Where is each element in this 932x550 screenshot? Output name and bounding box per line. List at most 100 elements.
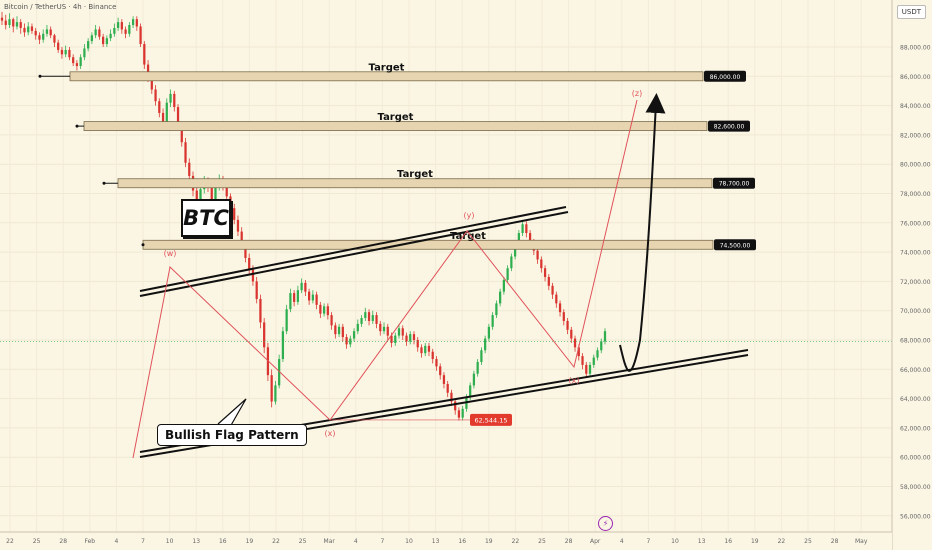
time-tick-label: 4 (620, 538, 624, 545)
candle-body (570, 329, 573, 339)
candle-body (4, 20, 7, 26)
candle-body (75, 63, 79, 67)
candle-body (154, 89, 157, 102)
candle-body (562, 312, 565, 321)
bullish-flag-label: Bullish Flag Pattern (157, 424, 307, 446)
candle-body (326, 306, 329, 316)
time-tick-label: 7 (380, 538, 384, 545)
candle-body (540, 259, 543, 269)
candle-body (461, 408, 464, 418)
candle-body (356, 323, 359, 332)
candle-body (27, 26, 30, 33)
candle-body (412, 334, 416, 340)
candle-body (120, 22, 123, 30)
candle-body (491, 315, 494, 327)
channel-line (139, 206, 567, 292)
candle-body (128, 25, 131, 34)
candle-body (259, 298, 262, 323)
candle-body (307, 291, 311, 301)
time-tick-label: 22 (512, 538, 520, 545)
time-tick-label: 28 (59, 538, 67, 545)
wave-path (132, 99, 638, 459)
candle-body (547, 277, 550, 286)
candle-body (431, 351, 434, 360)
time-tick-label: 13 (698, 538, 706, 545)
time-tick-label: 25 (33, 538, 41, 545)
candle-body (454, 401, 457, 411)
target-label: Target (397, 169, 433, 180)
time-tick-label: May (855, 538, 868, 545)
candle-body (555, 294, 558, 304)
price-tick-label: 74,000.00 (900, 250, 931, 257)
wave-label: (w) (164, 249, 177, 258)
candle-body (416, 340, 419, 348)
candle-body (300, 282, 303, 291)
symbol-header: Bitcoin / TetherUS · 4h · Binance (4, 3, 117, 11)
candle-body (499, 291, 502, 304)
candle-body (23, 27, 26, 33)
candle-body (446, 383, 449, 393)
candle-body (248, 257, 251, 270)
candle-body (424, 345, 427, 354)
time-tick-label: 25 (538, 538, 546, 545)
price-tick-label: 72,000.00 (900, 279, 931, 286)
time-tick-label: 19 (485, 538, 493, 545)
candle-body (367, 312, 371, 321)
candle-body (296, 290, 300, 302)
target-label: Target (378, 112, 414, 123)
time-tick-label: 4 (114, 538, 118, 545)
candle-body (236, 219, 240, 232)
candle-body (472, 373, 476, 386)
candle-body (53, 35, 56, 43)
time-tick-label: 19 (246, 538, 254, 545)
price-tick-label: 60,000.00 (900, 455, 931, 462)
candle-body (337, 326, 341, 335)
price-axis[interactable]: 88,000.00 86,000.00 84,000.00 82,000.00 80,0… (891, 0, 932, 550)
price-tick-label: 80,000.00 (900, 162, 931, 169)
candle-body (169, 93, 172, 103)
candle-body (600, 341, 603, 351)
time-tick-label: 16 (724, 538, 732, 545)
wave-label: (x) (569, 376, 580, 385)
candle-body (502, 279, 505, 292)
time-tick-label: 10 (166, 538, 174, 545)
candle-body (420, 347, 423, 354)
wave-label: (z) (632, 89, 642, 98)
lightning-icon[interactable]: ⚡ (598, 516, 613, 531)
candle-body (360, 318, 363, 324)
time-axis[interactable]: 22 25 28 Feb 4 7 10 13 16 19 22 25 Mar 4 7 10 13 16 19 22 25… (0, 531, 892, 550)
candle-body (371, 315, 374, 321)
time-tick-label: 28 (565, 538, 573, 545)
target-pointer-dot (141, 243, 145, 247)
candle-body (34, 30, 37, 36)
candle-body (405, 335, 408, 342)
candle-body (311, 294, 314, 301)
candle-body (184, 142, 187, 163)
price-axis-bg (892, 0, 932, 550)
candle-body (577, 347, 580, 357)
currency-button[interactable]: USDT (896, 5, 926, 19)
candle-body (330, 315, 333, 326)
candle-body (487, 326, 491, 339)
candle-body (457, 410, 461, 418)
target-label: Target (369, 62, 405, 73)
candle-body (521, 224, 524, 234)
candle-body (214, 186, 217, 200)
time-tick-label: 7 (141, 538, 145, 545)
target-pointer-dot (75, 124, 79, 128)
candle-body (113, 27, 116, 34)
candle-body (506, 268, 509, 280)
candle-body (495, 303, 498, 316)
price-tick-label: 86,000.00 (900, 74, 931, 81)
candle-body (341, 326, 344, 338)
candle-body (510, 256, 513, 269)
time-tick-label: 4 (354, 538, 358, 545)
candle-body (143, 44, 146, 65)
candle-body (386, 326, 389, 336)
candle-body (49, 29, 52, 36)
candle-body (176, 107, 180, 125)
candle-body (8, 19, 11, 26)
candle-body (124, 29, 127, 34)
